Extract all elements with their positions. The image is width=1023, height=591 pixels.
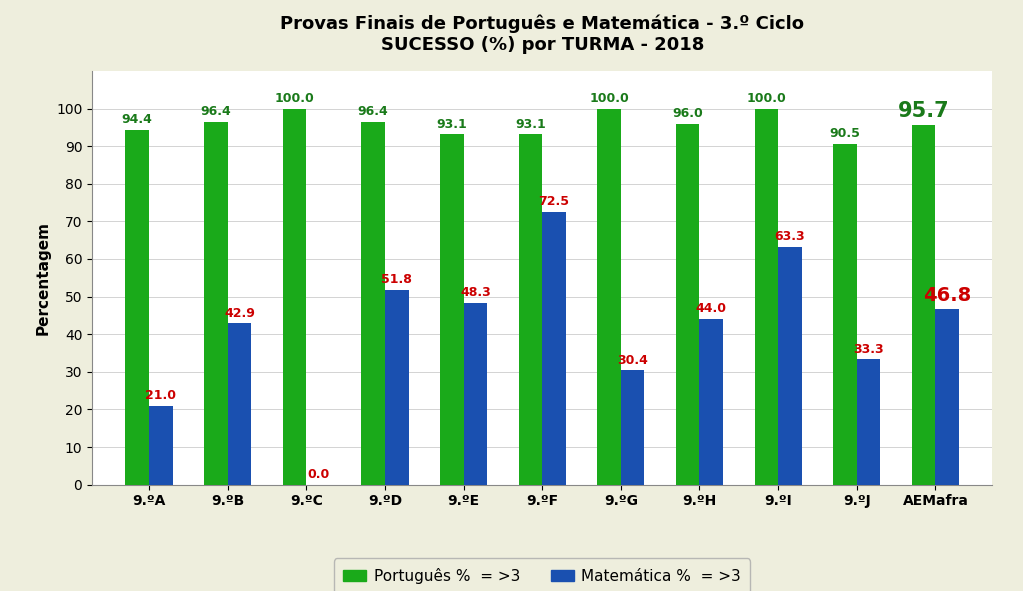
Bar <box>856 359 881 485</box>
Text: 100.0: 100.0 <box>747 92 787 105</box>
Bar <box>282 109 306 485</box>
Text: 100.0: 100.0 <box>274 92 314 105</box>
Bar <box>676 124 700 485</box>
Text: 44.0: 44.0 <box>696 303 726 316</box>
Text: 100.0: 100.0 <box>589 92 629 105</box>
Text: 96.0: 96.0 <box>672 107 703 120</box>
Bar <box>833 144 856 485</box>
Text: 63.3: 63.3 <box>774 230 805 243</box>
Text: 93.1: 93.1 <box>437 118 468 131</box>
Bar <box>700 319 723 485</box>
Text: 95.7: 95.7 <box>898 101 949 121</box>
Legend: Português %  = >3, Matemática %  = >3: Português % = >3, Matemática % = >3 <box>335 558 750 591</box>
Bar <box>621 371 644 485</box>
Bar <box>542 212 566 485</box>
Bar <box>911 125 935 485</box>
Bar <box>935 309 959 485</box>
Bar <box>597 109 621 485</box>
Text: 0.0: 0.0 <box>307 468 329 481</box>
Text: 46.8: 46.8 <box>923 286 971 305</box>
Bar <box>126 129 149 485</box>
Text: 51.8: 51.8 <box>382 273 412 286</box>
Bar <box>361 122 385 485</box>
Text: 48.3: 48.3 <box>460 286 491 299</box>
Bar <box>779 246 802 485</box>
Text: 42.9: 42.9 <box>224 307 255 320</box>
Bar <box>519 135 542 485</box>
Text: 30.4: 30.4 <box>617 353 648 366</box>
Text: 94.4: 94.4 <box>122 113 152 126</box>
Bar <box>385 290 408 485</box>
Bar <box>440 135 463 485</box>
Bar <box>463 303 487 485</box>
Title: Provas Finais de Português e Matemática - 3.º Ciclo
SUCESSO (%) por TURMA - 2018: Provas Finais de Português e Matemática … <box>280 15 804 54</box>
Bar <box>204 122 228 485</box>
Text: 21.0: 21.0 <box>145 389 176 402</box>
Y-axis label: Percentagem: Percentagem <box>36 221 50 335</box>
Text: 96.4: 96.4 <box>201 105 231 118</box>
Bar <box>755 109 779 485</box>
Bar <box>149 405 173 485</box>
Text: 96.4: 96.4 <box>358 105 389 118</box>
Text: 90.5: 90.5 <box>830 128 860 141</box>
Text: 93.1: 93.1 <box>515 118 545 131</box>
Bar <box>228 323 252 485</box>
Text: 33.3: 33.3 <box>853 343 884 356</box>
Text: 72.5: 72.5 <box>538 195 570 208</box>
